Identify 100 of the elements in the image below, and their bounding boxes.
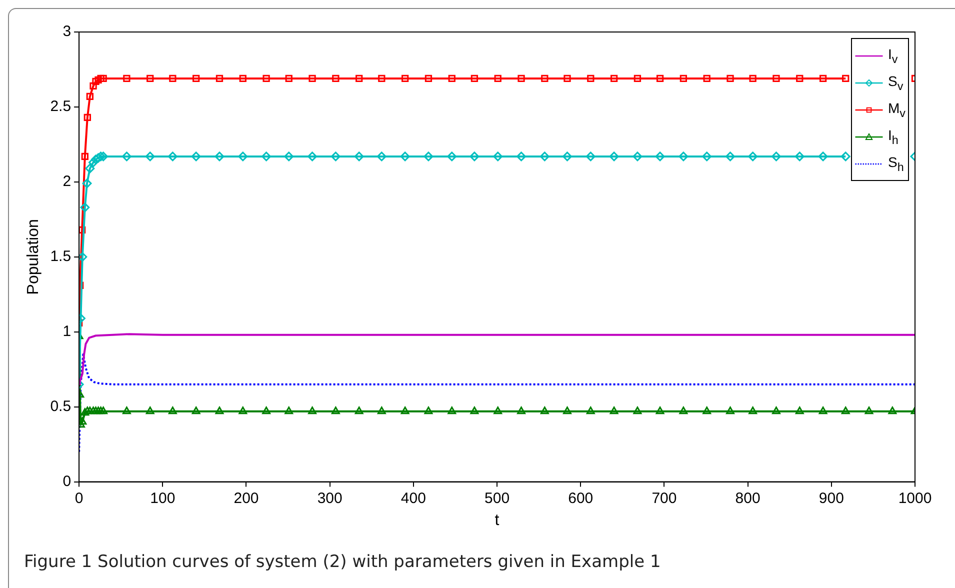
point — [703, 74, 710, 82]
point — [493, 152, 503, 162]
point — [795, 406, 804, 414]
point — [122, 406, 131, 414]
point — [123, 74, 130, 82]
legend-label: S$_{h}$ — [888, 154, 904, 174]
legend-label: S$_{v}$ — [888, 72, 904, 92]
point — [748, 406, 758, 414]
point — [146, 406, 154, 414]
x-tick-label: 300 — [317, 490, 342, 507]
point — [702, 406, 712, 414]
point — [377, 406, 386, 414]
point — [470, 406, 479, 414]
point — [840, 152, 850, 162]
point — [888, 406, 897, 414]
y-tick-label: 1.5 — [50, 248, 72, 266]
x-tick-label: 0 — [74, 490, 84, 507]
point — [79, 252, 88, 262]
point — [540, 406, 549, 414]
point — [145, 152, 155, 162]
point — [655, 152, 665, 162]
y-tick-label: 1 — [62, 323, 72, 340]
point — [169, 74, 176, 82]
point — [470, 74, 478, 82]
point — [517, 406, 526, 414]
point — [82, 178, 92, 188]
y-tick-label: 2.5 — [50, 98, 72, 116]
x-tick-label: 600 — [568, 490, 594, 507]
line-series — [79, 353, 915, 453]
point — [80, 408, 90, 416]
point — [262, 406, 271, 414]
point — [401, 74, 409, 82]
point — [168, 406, 177, 414]
point — [354, 152, 364, 162]
point — [215, 406, 224, 414]
point — [168, 152, 178, 162]
point — [214, 152, 224, 162]
y-tick-label: 0.5 — [50, 398, 72, 415]
point — [88, 158, 98, 168]
point — [610, 74, 618, 82]
point — [262, 74, 270, 82]
point — [79, 417, 87, 425]
point — [192, 74, 200, 82]
x-tick-label: 200 — [234, 490, 259, 507]
point — [586, 406, 595, 414]
point — [586, 152, 596, 162]
point — [633, 406, 642, 414]
point — [376, 152, 386, 162]
x-axis-title: t — [494, 512, 500, 529]
point — [448, 74, 456, 82]
point — [192, 406, 200, 414]
point — [564, 74, 571, 82]
point — [262, 152, 272, 162]
point — [749, 74, 756, 82]
point — [191, 152, 201, 162]
point — [332, 74, 340, 82]
x-tick-label: 500 — [484, 490, 510, 507]
point — [818, 406, 828, 414]
point — [610, 406, 618, 414]
x-tick-label: 1000 — [898, 490, 932, 507]
point — [470, 152, 480, 162]
point — [609, 152, 619, 162]
point — [308, 406, 316, 414]
point — [726, 406, 734, 414]
point — [424, 152, 434, 162]
point — [98, 152, 108, 162]
point — [772, 74, 780, 82]
point — [748, 152, 758, 162]
point — [842, 74, 850, 82]
point — [92, 78, 100, 86]
point — [634, 74, 642, 82]
x-tick-label: 700 — [652, 490, 677, 507]
point — [841, 406, 850, 414]
point — [356, 74, 363, 82]
point — [632, 152, 642, 162]
point — [122, 152, 132, 162]
point — [702, 152, 712, 162]
point — [541, 74, 548, 82]
point — [146, 74, 154, 82]
point — [90, 82, 97, 90]
point — [680, 74, 688, 82]
point — [726, 152, 736, 162]
point — [864, 406, 874, 414]
y-axis-title: Population — [25, 219, 42, 295]
y-tick-label: 0 — [62, 472, 72, 490]
point — [656, 406, 664, 414]
point — [447, 152, 457, 162]
point — [448, 406, 456, 414]
legend-label: I$_{v}$ — [888, 46, 898, 66]
caption: Figure 1 Solution curves of system (2) with parameters given in Example 1 — [24, 552, 661, 572]
point — [587, 74, 594, 82]
x-tick-label: 100 — [150, 490, 176, 507]
point — [96, 152, 106, 162]
point — [308, 152, 318, 162]
point — [94, 76, 102, 84]
point — [679, 406, 688, 414]
point — [540, 152, 550, 162]
legend-label: I$_{h}$ — [888, 126, 898, 146]
point — [238, 406, 248, 414]
point — [400, 406, 410, 414]
